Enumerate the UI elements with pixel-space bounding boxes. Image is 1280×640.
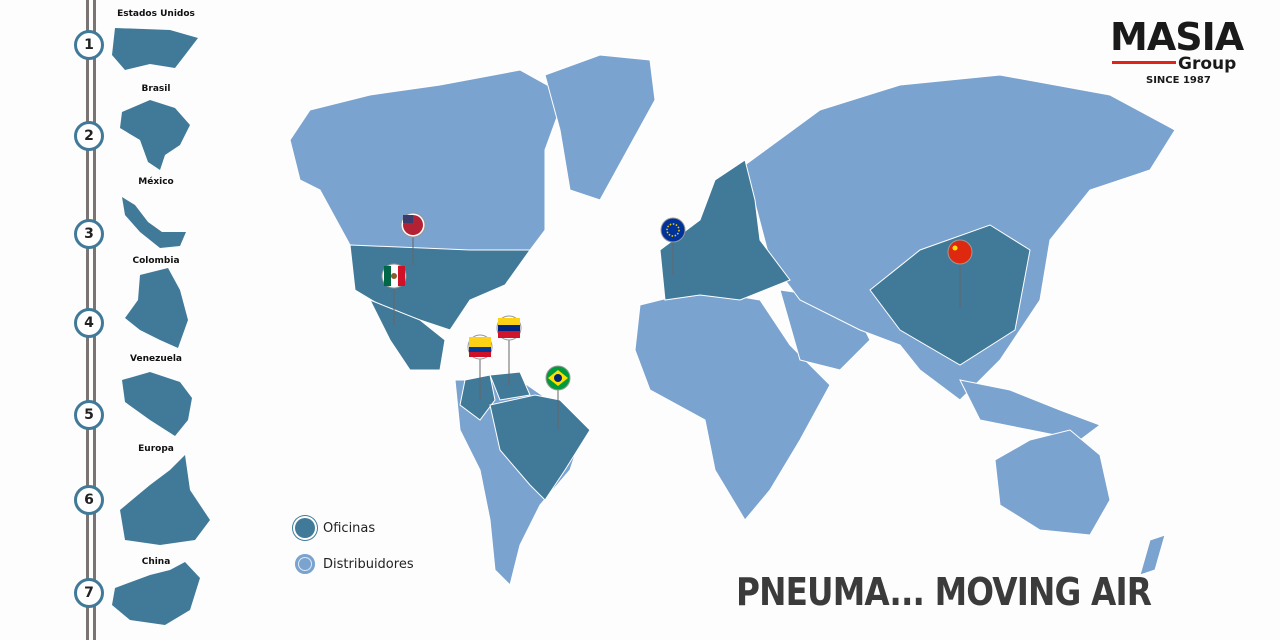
silhouette-colombia [125, 268, 188, 348]
silhouette-usa [112, 28, 198, 70]
australia [994, 429, 1111, 536]
china-flag-icon [947, 239, 973, 265]
new-zealand [1139, 534, 1166, 576]
legend-offices: Oficinas [295, 518, 375, 538]
venezuela [489, 371, 531, 401]
pin-china [947, 239, 973, 308]
southeast-asia [959, 379, 1102, 441]
europe [659, 159, 791, 301]
slogan: PNEUMA... MOVING AIR [736, 570, 1152, 614]
mexico-flag-icon [384, 266, 391, 286]
africa [634, 289, 831, 521]
step-5: 5 [74, 400, 104, 430]
logo-red-line [1112, 61, 1176, 64]
logo-sub: Group [1178, 54, 1237, 74]
label-usa: Estados Unidos [117, 9, 195, 19]
pin-mexico [381, 263, 407, 325]
offices-swatch [295, 518, 315, 538]
step-6: 6 [74, 485, 104, 515]
brazil [489, 394, 591, 501]
step-2: 2 [74, 121, 104, 151]
label-colombia: Colombia [132, 256, 180, 266]
legend-distributors: Distribuidores [295, 554, 414, 574]
pin-usa [400, 212, 426, 265]
label-venezuela: Venezuela [130, 354, 182, 364]
step-1: 1 [74, 30, 104, 60]
logo-since: SINCE 1987 [1146, 75, 1211, 86]
silhouette-europa [120, 455, 210, 545]
map-pins [381, 212, 973, 430]
pin-brazil [545, 365, 571, 430]
logo-name: MASIA [1110, 15, 1244, 59]
north-america [289, 69, 566, 271]
step-4: 4 [74, 308, 104, 338]
silhouette-mexico [122, 197, 186, 248]
greenland [544, 54, 656, 201]
eu-flag-icon [660, 217, 686, 243]
distributors-swatch [295, 554, 315, 574]
label-china: China [141, 557, 171, 567]
label-europa: Europa [138, 444, 174, 454]
label-mexico: México [138, 177, 174, 187]
pin-colombia [467, 334, 493, 400]
venezuela-flag-icon [498, 318, 520, 325]
silhouette-venezuela [122, 372, 192, 436]
china [869, 224, 1031, 366]
legend-distributors-label: Distribuidores [323, 556, 414, 572]
legend-offices-label: Oficinas [323, 520, 376, 536]
colombia [459, 374, 496, 421]
pin-venezuela [496, 315, 522, 385]
step-3: 3 [74, 219, 104, 249]
colombia-flag-icon [469, 337, 491, 347]
silhouette-brasil [120, 100, 190, 170]
silhouette-china [112, 562, 200, 625]
pin-europe [660, 217, 686, 275]
mexico [368, 299, 446, 371]
masia-logo: MASIA Group SINCE 1987 [1110, 15, 1245, 86]
step-7: 7 [74, 578, 104, 608]
label-brasil: Brasil [141, 84, 171, 94]
